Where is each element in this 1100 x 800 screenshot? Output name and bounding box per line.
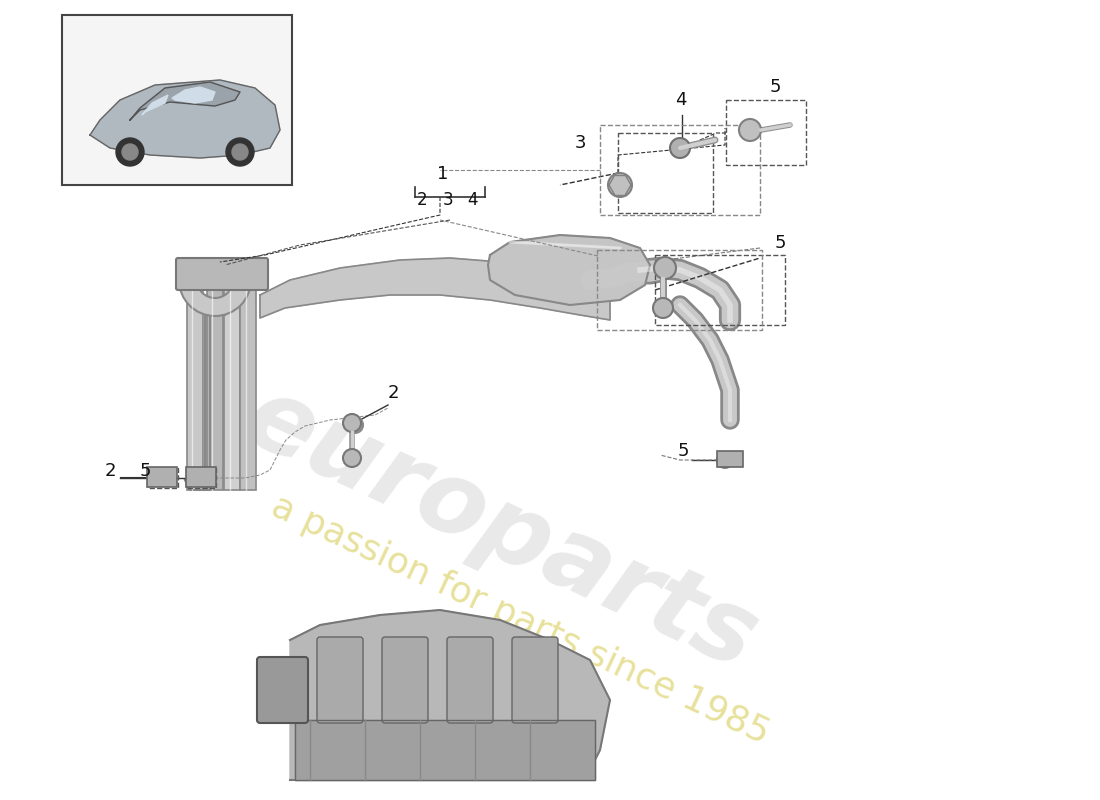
Text: europarts: europarts [229, 369, 771, 691]
Circle shape [654, 257, 676, 279]
Polygon shape [295, 720, 595, 780]
Bar [186, 468, 216, 488]
Polygon shape [90, 80, 280, 158]
FancyBboxPatch shape [147, 467, 177, 487]
Circle shape [346, 417, 363, 433]
FancyBboxPatch shape [224, 280, 240, 490]
Text: 4: 4 [468, 191, 477, 209]
Circle shape [116, 138, 144, 166]
Text: 2: 2 [388, 384, 399, 402]
Bar [654, 255, 785, 325]
FancyBboxPatch shape [382, 637, 428, 723]
Polygon shape [185, 295, 226, 490]
Text: 5: 5 [140, 462, 152, 480]
Circle shape [670, 138, 690, 158]
Text: 5: 5 [770, 78, 781, 96]
Circle shape [653, 298, 673, 318]
FancyBboxPatch shape [207, 280, 223, 490]
Polygon shape [142, 95, 168, 115]
Text: a passion for parts since 1985: a passion for parts since 1985 [265, 490, 774, 750]
FancyBboxPatch shape [186, 467, 216, 487]
Bar [597, 250, 762, 330]
Circle shape [122, 144, 138, 160]
FancyBboxPatch shape [512, 637, 558, 723]
FancyBboxPatch shape [240, 280, 256, 490]
FancyBboxPatch shape [317, 637, 363, 723]
Polygon shape [290, 610, 610, 780]
Bar [148, 468, 178, 488]
Bar [618, 133, 713, 213]
FancyBboxPatch shape [447, 637, 493, 723]
Circle shape [226, 138, 254, 166]
Text: 1: 1 [437, 165, 449, 183]
Bar [600, 125, 760, 215]
Circle shape [343, 414, 361, 432]
FancyBboxPatch shape [176, 258, 268, 290]
Circle shape [232, 144, 248, 160]
FancyBboxPatch shape [717, 451, 743, 467]
Circle shape [739, 119, 761, 141]
Circle shape [608, 173, 632, 197]
Text: 5: 5 [776, 234, 786, 252]
Wedge shape [179, 280, 251, 316]
Polygon shape [260, 258, 610, 320]
Circle shape [343, 449, 361, 467]
FancyBboxPatch shape [187, 280, 204, 490]
Text: 2: 2 [417, 191, 428, 209]
Text: 2: 2 [104, 462, 117, 480]
Circle shape [717, 452, 733, 468]
Text: 4: 4 [675, 91, 686, 109]
Polygon shape [488, 235, 650, 305]
Text: 3: 3 [443, 191, 453, 209]
Polygon shape [130, 82, 240, 120]
Polygon shape [172, 87, 214, 103]
Text: 3: 3 [575, 134, 586, 152]
Text: 5: 5 [678, 442, 690, 460]
Bar [726, 100, 806, 165]
FancyBboxPatch shape [62, 15, 292, 185]
FancyBboxPatch shape [257, 657, 308, 723]
